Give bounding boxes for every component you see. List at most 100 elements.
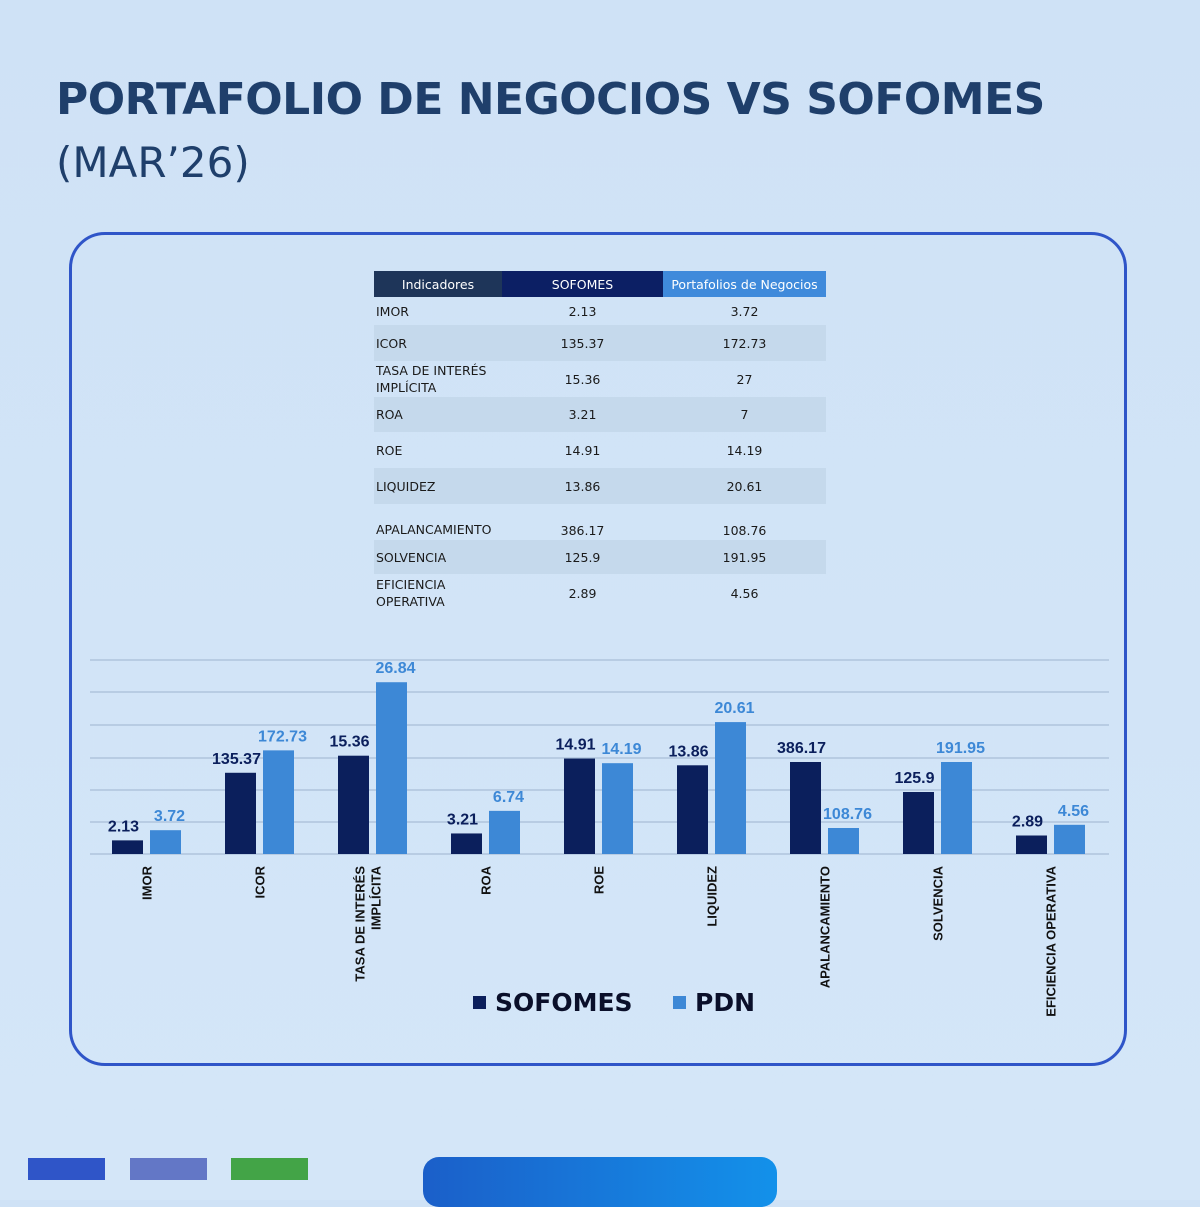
footer-bar-green [231,1158,308,1180]
table-row: EFICIENCIA OPERATIVA 2.89 4.56 [374,574,826,612]
category-label: ROA [479,865,494,895]
table-row: SOLVENCIA 125.9 191.95 [374,540,826,574]
table-row: ICOR 135.37 172.73 [374,325,826,361]
footer-bar-blue [28,1158,105,1180]
data-label-sofomes: 135.37 [212,751,261,768]
bar-sofomes [451,833,482,854]
row-pdn: 7 [663,397,826,432]
data-label-pdn: 3.72 [154,808,185,825]
bar-pdn [1054,824,1085,854]
category-label: ROE [592,866,607,895]
row-pdn: 108.76 [722,523,767,538]
row-pdn: 3.72 [730,303,759,319]
data-label-pdn: 26.84 [375,660,415,677]
indicators-table: Indicadores SOFOMES Portafolios de Negoc… [374,271,826,612]
bar-pdn [828,828,859,854]
row-name: ICOR [374,325,502,361]
row-name: ROA [374,397,502,432]
row-name: APALANCAMIENTO [376,522,492,537]
header-portafolios: Portafolios de Negocios [663,271,826,297]
row-pdn: 14.19 [726,442,763,458]
bar-pdn [150,830,181,854]
table-row: IMOR 2.13 3.72 [374,297,826,325]
legend-label-sofomes: SOFOMES [495,988,633,1017]
footer-accent-tab [423,1157,777,1207]
data-label-sofomes: 14.91 [555,737,595,754]
legend-pdn: PDN [673,988,755,1017]
data-label-pdn: 108.76 [823,806,872,823]
row-name: LIQUIDEZ [374,468,502,504]
bar-sofomes [677,765,708,854]
category-label: SOLVENCIA [931,865,946,940]
row-sofomes: 135.37 [502,325,663,361]
row-sofomes: 125.9 [502,540,663,574]
row-name: EFICIENCIA OPERATIVA [376,577,446,609]
table-row: ROA 3.21 7 [374,397,826,432]
category-label: IMOR [140,865,155,900]
data-label-sofomes: 3.21 [447,811,478,828]
bar-sofomes [225,772,256,854]
bar-pdn [941,762,972,854]
page-subtitle: (MAR’26) [56,138,250,187]
data-label-pdn: 14.19 [601,741,641,758]
row-pdn: 191.95 [663,540,826,574]
bar-sofomes [338,755,369,854]
row-name: SOLVENCIA [374,540,502,574]
data-label-pdn: 172.73 [258,728,307,745]
data-label-sofomes: 125.9 [894,770,934,787]
legend-label-pdn: PDN [695,988,755,1017]
data-label-pdn: 20.61 [714,700,754,717]
category-label: EFICIENCIA OPERATIVA [1044,865,1059,1016]
row-sofomes: 13.86 [502,468,663,504]
table-header-row: Indicadores SOFOMES Portafolios de Negoc… [374,271,826,297]
category-label: TASA DE INTERÉSIMPLÍCITA [353,865,384,981]
data-label-pdn: 6.74 [493,789,524,806]
table-row: LIQUIDEZ 13.86 20.61 [374,468,826,504]
legend-swatch-sofomes [473,996,486,1009]
row-pdn: 4.56 [730,585,759,601]
page-title: PORTAFOLIO DE NEGOCIOS VS SOFOMES [56,74,1045,125]
data-label-sofomes: 386.17 [777,740,826,757]
row-sofomes: 3.21 [502,397,663,432]
data-label-pdn: 4.56 [1058,803,1089,820]
header-sofomes: SOFOMES [502,271,663,297]
data-label-pdn: 191.95 [936,740,985,757]
row-pdn: 172.73 [663,325,826,361]
bar-sofomes [903,792,934,854]
table-row: APALANCAMIENTO 386.17 108.76 [374,504,826,540]
row-sofomes: 15.36 [564,371,601,387]
category-label: LIQUIDEZ [705,866,720,927]
bar-pdn [602,763,633,854]
data-label-sofomes: 2.13 [108,818,139,835]
row-sofomes: 2.13 [568,303,597,319]
table-row: TASA DE INTERÉS IMPLÍCITA 15.36 27 [374,361,826,397]
data-label-sofomes: 2.89 [1012,814,1043,831]
bar-pdn [715,722,746,854]
bar-sofomes [112,840,143,854]
category-label: APALANCAMIENTO [818,866,833,988]
bar-sofomes [564,758,595,854]
bar-sofomes [1016,835,1047,854]
bar-pdn [489,810,520,854]
row-name: ROE [376,442,403,458]
bar-pdn [263,750,294,854]
data-label-sofomes: 13.86 [668,743,708,760]
legend-sofomes: SOFOMES [473,988,633,1017]
row-name: TASA DE INTERÉS IMPLÍCITA [376,363,487,395]
row-pdn: 20.61 [663,468,826,504]
table-row: ROE 14.91 14.19 [374,432,826,468]
row-sofomes: 2.89 [568,585,597,601]
bar-pdn [376,682,407,854]
category-label: ICOR [253,865,268,898]
footer-bar-violet [130,1158,207,1180]
row-sofomes: 386.17 [560,523,605,538]
data-label-sofomes: 15.36 [329,734,369,751]
row-name: IMOR [376,303,409,319]
row-pdn: 27 [736,371,753,387]
legend-swatch-pdn [673,996,686,1009]
row-sofomes: 14.91 [564,442,601,458]
bar-sofomes [790,762,821,854]
header-indicadores: Indicadores [374,271,502,297]
content-card [69,232,1127,1066]
